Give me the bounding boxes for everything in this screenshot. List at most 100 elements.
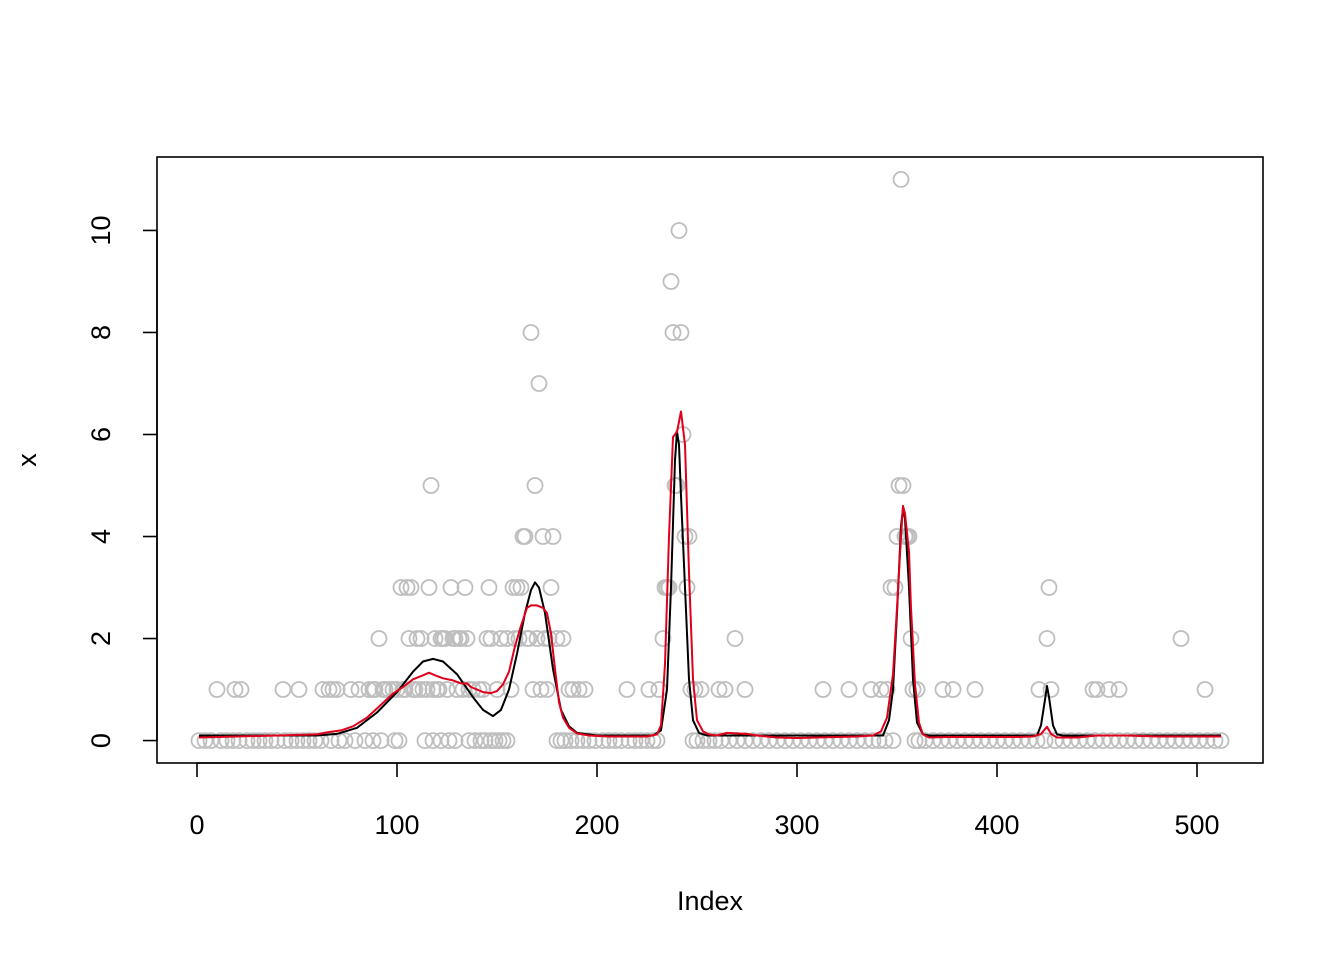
data-point bbox=[548, 732, 566, 749]
data-point bbox=[386, 732, 404, 749]
data-point bbox=[562, 732, 580, 749]
data-point bbox=[232, 681, 250, 698]
data-point bbox=[800, 732, 818, 749]
data-point bbox=[488, 681, 506, 698]
data-point bbox=[218, 732, 236, 749]
data-point bbox=[522, 324, 540, 341]
plot-box bbox=[156, 156, 1264, 764]
data-point bbox=[412, 630, 430, 647]
data-point bbox=[580, 732, 598, 749]
data-point bbox=[1036, 732, 1054, 749]
data-point bbox=[376, 681, 394, 698]
data-point bbox=[498, 630, 516, 647]
data-point bbox=[516, 528, 534, 545]
data-point bbox=[964, 732, 982, 749]
data-point bbox=[862, 681, 880, 698]
data-point bbox=[476, 732, 494, 749]
x-tick-label: 0 bbox=[189, 810, 204, 840]
data-point bbox=[1088, 681, 1106, 698]
data-point bbox=[306, 732, 324, 749]
data-point bbox=[672, 324, 690, 341]
data-point bbox=[1042, 681, 1060, 698]
data-point bbox=[840, 732, 858, 749]
data-point bbox=[458, 630, 476, 647]
data-point bbox=[300, 732, 318, 749]
red-smooth-line bbox=[198, 410, 1221, 739]
data-point bbox=[494, 732, 512, 749]
data-point bbox=[552, 732, 570, 749]
data-point bbox=[250, 732, 268, 749]
data-point bbox=[1062, 732, 1080, 749]
data-point bbox=[832, 732, 850, 749]
data-point bbox=[890, 477, 908, 494]
data-point bbox=[944, 681, 962, 698]
data-point bbox=[932, 732, 950, 749]
y-tick-label: 10 bbox=[86, 215, 116, 245]
x-tick-label: 100 bbox=[374, 810, 419, 840]
data-point bbox=[460, 732, 478, 749]
data-point bbox=[676, 528, 694, 545]
data-point bbox=[560, 681, 578, 698]
y-tick-label: 6 bbox=[86, 427, 116, 442]
data-point bbox=[776, 732, 794, 749]
data-point bbox=[208, 681, 226, 698]
data-point bbox=[824, 732, 842, 749]
data-point bbox=[848, 732, 866, 749]
data-point bbox=[314, 681, 332, 698]
data-point bbox=[1012, 732, 1030, 749]
data-point bbox=[346, 732, 364, 749]
data-point bbox=[872, 681, 890, 698]
data-point bbox=[364, 732, 382, 749]
data-point bbox=[1150, 732, 1168, 749]
data-point bbox=[498, 732, 516, 749]
data-point bbox=[988, 732, 1006, 749]
data-point bbox=[456, 579, 474, 596]
data-point bbox=[282, 732, 300, 749]
data-point bbox=[322, 732, 340, 749]
y-tick-label: 4 bbox=[86, 529, 116, 544]
data-point bbox=[360, 681, 378, 698]
data-point bbox=[1174, 732, 1192, 749]
data-point bbox=[534, 528, 552, 545]
data-point bbox=[1100, 681, 1118, 698]
data-point bbox=[328, 681, 346, 698]
data-point bbox=[684, 732, 702, 749]
data-point bbox=[576, 681, 594, 698]
x-tick-label: 400 bbox=[974, 810, 1019, 840]
data-point bbox=[482, 630, 500, 647]
data-point bbox=[760, 732, 778, 749]
data-point bbox=[744, 732, 762, 749]
data-point bbox=[1190, 732, 1208, 749]
data-point bbox=[1020, 732, 1038, 749]
data-point bbox=[1134, 732, 1152, 749]
data-point bbox=[816, 732, 834, 749]
data-point bbox=[894, 477, 912, 494]
data-point bbox=[492, 630, 510, 647]
data-point bbox=[1094, 732, 1112, 749]
data-point bbox=[906, 732, 924, 749]
data-point bbox=[446, 732, 464, 749]
data-point bbox=[262, 732, 280, 749]
data-point bbox=[670, 222, 688, 239]
data-point bbox=[856, 732, 874, 749]
data-point bbox=[736, 681, 754, 698]
data-point bbox=[390, 732, 408, 749]
y-axis: 0 2 4 6 8 10 bbox=[86, 215, 158, 748]
data-point bbox=[712, 732, 730, 749]
data-point bbox=[452, 630, 470, 647]
data-point bbox=[1084, 681, 1102, 698]
data-point bbox=[840, 681, 858, 698]
data-point bbox=[1046, 732, 1064, 749]
data-point bbox=[606, 732, 624, 749]
data-point bbox=[618, 681, 636, 698]
data-point bbox=[424, 732, 442, 749]
x-axis-title: Index bbox=[677, 886, 744, 916]
data-point bbox=[422, 477, 440, 494]
data-point bbox=[1206, 732, 1224, 749]
data-point bbox=[612, 732, 630, 749]
data-point bbox=[276, 732, 294, 749]
data-point bbox=[892, 170, 910, 188]
data-point bbox=[948, 732, 966, 749]
data-point bbox=[244, 732, 262, 749]
